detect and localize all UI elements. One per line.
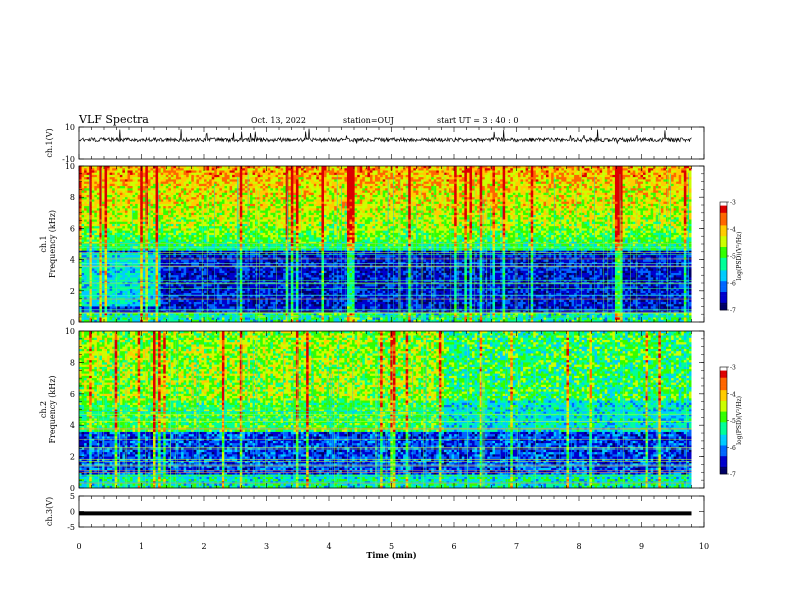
ytick-s1-2: 4 xyxy=(70,256,75,265)
colorbar-tick-1-3: -6 xyxy=(730,281,736,288)
colorbar-ch1 xyxy=(719,201,729,311)
colorbar-label-1: log(PSD)(V²/Hz) xyxy=(736,232,743,281)
colorbar-tick-1-0: -3 xyxy=(730,200,736,207)
ylabel-w3: ch.3(V) xyxy=(45,497,54,526)
ylabel-s1: ch.1Frequency (kHz) xyxy=(39,210,57,278)
figure-title: VLF Spectra xyxy=(79,113,149,126)
header-date: Oct. 13, 2022 xyxy=(251,116,306,125)
ytick-w1-1: -10 xyxy=(62,155,75,164)
ylabel-w1: ch.1(V) xyxy=(45,128,54,157)
xtick-label-8: 8 xyxy=(576,542,581,551)
colorbar-tick-1-4: -7 xyxy=(730,308,736,315)
ytick-s1-4: 8 xyxy=(70,193,75,202)
ytick-s2-4: 8 xyxy=(70,358,75,367)
colorbar-tick-1-2: -5 xyxy=(730,254,736,261)
xtick-label-7: 7 xyxy=(514,542,519,551)
colorbar-label-2: log(PSD)(V²/Hz) xyxy=(736,396,743,445)
colorbar-ch2 xyxy=(719,366,729,475)
spectrogram-ch2 xyxy=(79,331,704,489)
ytick-w1-0: 10 xyxy=(65,123,75,132)
ylabel-s2: ch.2Frequency (kHz) xyxy=(39,375,57,443)
xtick-label-9: 9 xyxy=(639,542,644,551)
ch1-waveform-line xyxy=(78,128,692,145)
ytick-s1-0: 0 xyxy=(70,318,75,327)
xtick-label-0: 0 xyxy=(76,542,81,551)
colorbar-tick-2-4: -7 xyxy=(730,472,736,479)
ytick-w3-2: -5 xyxy=(67,523,75,532)
ytick-s2-0: 0 xyxy=(70,484,75,493)
xtick-label-1: 1 xyxy=(139,542,144,551)
header-start-time: start UT = 3 : 40 : 0 xyxy=(437,116,518,125)
xtick-label-2: 2 xyxy=(201,542,206,551)
colorbar-tick-2-0: -3 xyxy=(730,365,736,372)
xtick-label-5: 5 xyxy=(389,542,394,551)
ch1-waveform-trace xyxy=(78,128,692,145)
colorbar-tick-2-3: -6 xyxy=(730,445,736,452)
ytick-w3-1: 0 xyxy=(70,508,75,517)
ytick-s1-5: 10 xyxy=(65,162,75,171)
colorbar-tick-1-1: -4 xyxy=(730,227,736,234)
ytick-w3-0: 5 xyxy=(70,492,75,501)
ytick-s1-1: 2 xyxy=(70,287,75,296)
colorbar-tick-2-2: -5 xyxy=(730,418,736,425)
ytick-s2-2: 4 xyxy=(70,421,75,430)
ytick-s2-3: 6 xyxy=(70,390,75,399)
colorbar-tick-2-1: -4 xyxy=(730,391,736,398)
ytick-s2-1: 2 xyxy=(70,453,75,462)
xtick-label-3: 3 xyxy=(264,542,269,551)
xtick-label-6: 6 xyxy=(451,542,456,551)
xtick-label-4: 4 xyxy=(326,542,331,551)
ytick-s1-3: 6 xyxy=(70,224,75,233)
header-station: station=OUJ xyxy=(343,116,394,125)
ytick-s2-5: 10 xyxy=(65,327,75,336)
spectrogram-ch1 xyxy=(79,166,704,323)
xaxis-label: Time (min) xyxy=(366,550,416,560)
xtick-label-10: 10 xyxy=(699,542,709,551)
